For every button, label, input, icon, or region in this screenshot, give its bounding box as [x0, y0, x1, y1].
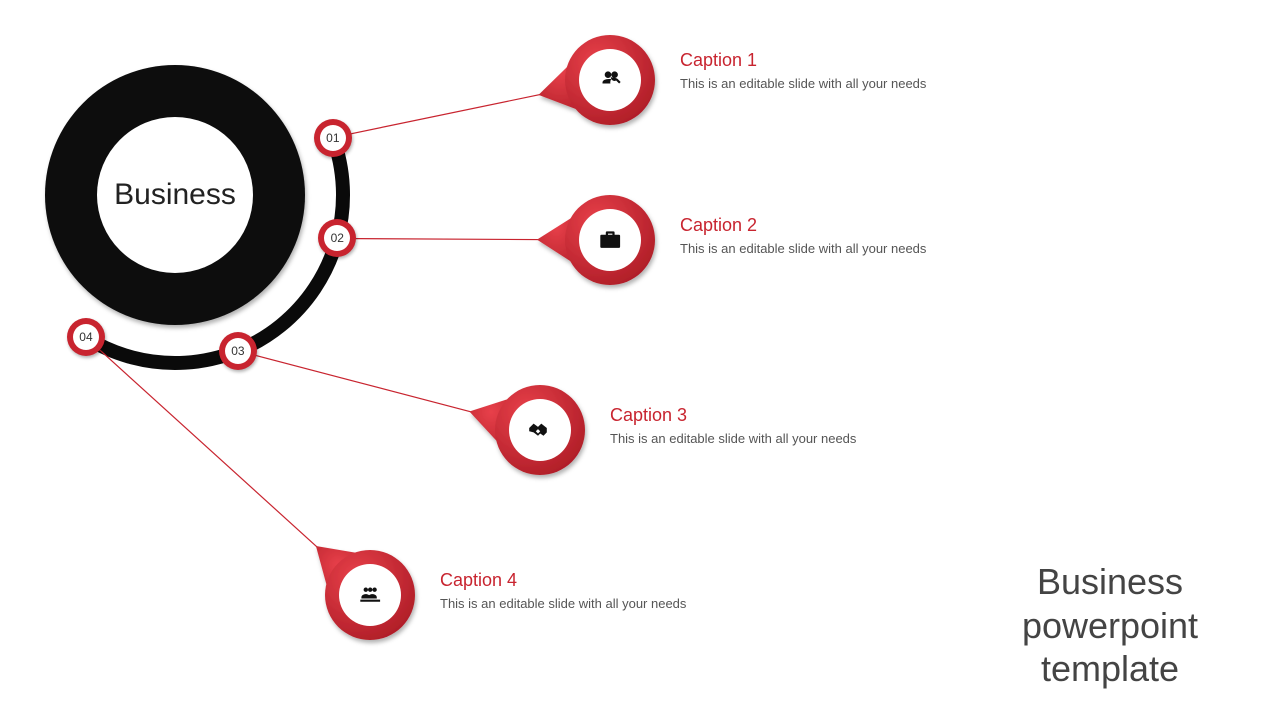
step-badge-4: 04 [67, 318, 105, 356]
caption-block-4: Caption 4 This is an editable slide with … [440, 570, 690, 613]
step-number: 02 [324, 225, 350, 251]
main-circle-label: Business [114, 178, 236, 212]
step-badge-1: 01 [314, 119, 352, 157]
footer-line-1: Business [980, 560, 1240, 603]
step-number: 01 [320, 125, 346, 151]
caption-desc: This is an editable slide with all your … [680, 240, 930, 258]
caption-desc: This is an editable slide with all your … [680, 75, 930, 93]
step-number: 04 [73, 324, 99, 350]
caption-block-1: Caption 1 This is an editable slide with … [680, 50, 930, 93]
footer-line-2: powerpoint [980, 604, 1240, 647]
footer-line-3: template [980, 647, 1240, 690]
caption-title: Caption 4 [440, 570, 690, 591]
step-badge-2: 02 [318, 219, 356, 257]
caption-block-2: Caption 2 This is an editable slide with … [680, 215, 930, 258]
caption-title: Caption 3 [610, 405, 860, 426]
caption-title: Caption 1 [680, 50, 930, 71]
caption-block-3: Caption 3 This is an editable slide with … [610, 405, 860, 448]
footer-title: Business powerpoint template [980, 560, 1240, 690]
caption-desc: This is an editable slide with all your … [440, 595, 690, 613]
caption-title: Caption 2 [680, 215, 930, 236]
step-badge-3: 03 [219, 332, 257, 370]
step-number: 03 [225, 338, 251, 364]
caption-desc: This is an editable slide with all your … [610, 430, 860, 448]
